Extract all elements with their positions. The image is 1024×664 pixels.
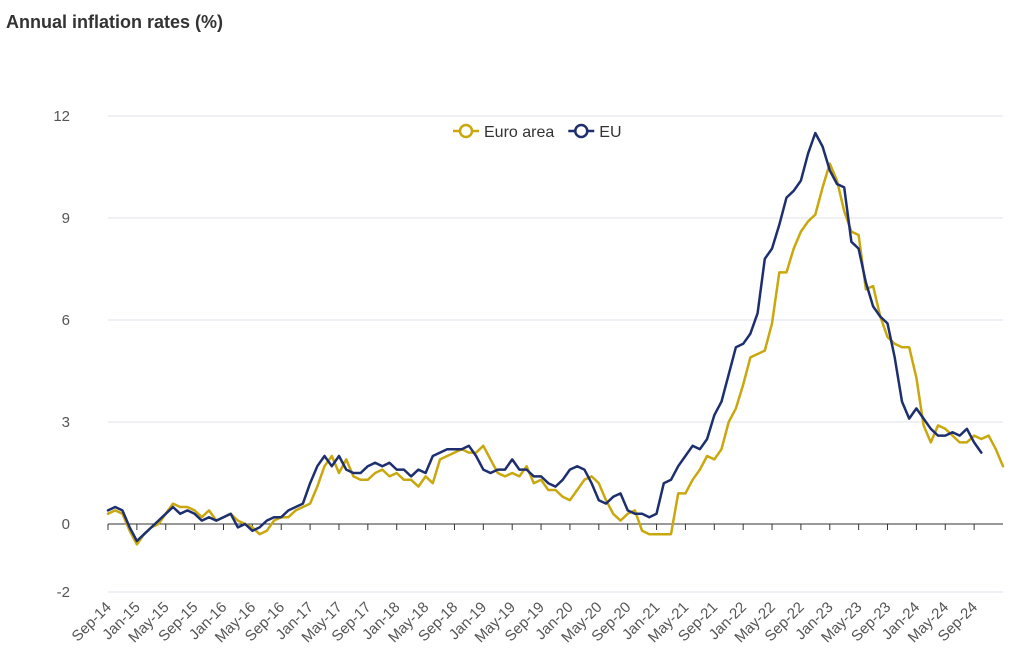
series-lines [106, 131, 1005, 546]
x-axis [107, 523, 1003, 530]
series-line-eu [106, 131, 983, 543]
legend-label-euro-area: Euro area [484, 124, 554, 141]
series-line-euro-area [106, 162, 1005, 546]
y-tick-label: -2 [57, 584, 70, 601]
x-axis-tick-labels: Sep-14Jan-15May-15Sep-15Jan-16May-16Sep-… [69, 599, 981, 646]
legend-marker-euro-area [458, 123, 474, 139]
grid-lines [108, 115, 1003, 593]
legend-marker-eu [574, 123, 589, 139]
legend-label-eu: EU [599, 124, 621, 141]
y-tick-label: 3 [62, 414, 70, 431]
y-axis-tick-labels: -2 0 3 6 9 12 [53, 108, 70, 601]
y-tick-label: 9 [62, 210, 70, 227]
chart-title: Annual inflation rates (%) [6, 12, 224, 32]
legend: Euro area EU [453, 123, 622, 141]
y-tick-label: 0 [62, 516, 70, 533]
y-tick-label: 12 [53, 108, 70, 125]
y-tick-label: 6 [62, 312, 70, 329]
